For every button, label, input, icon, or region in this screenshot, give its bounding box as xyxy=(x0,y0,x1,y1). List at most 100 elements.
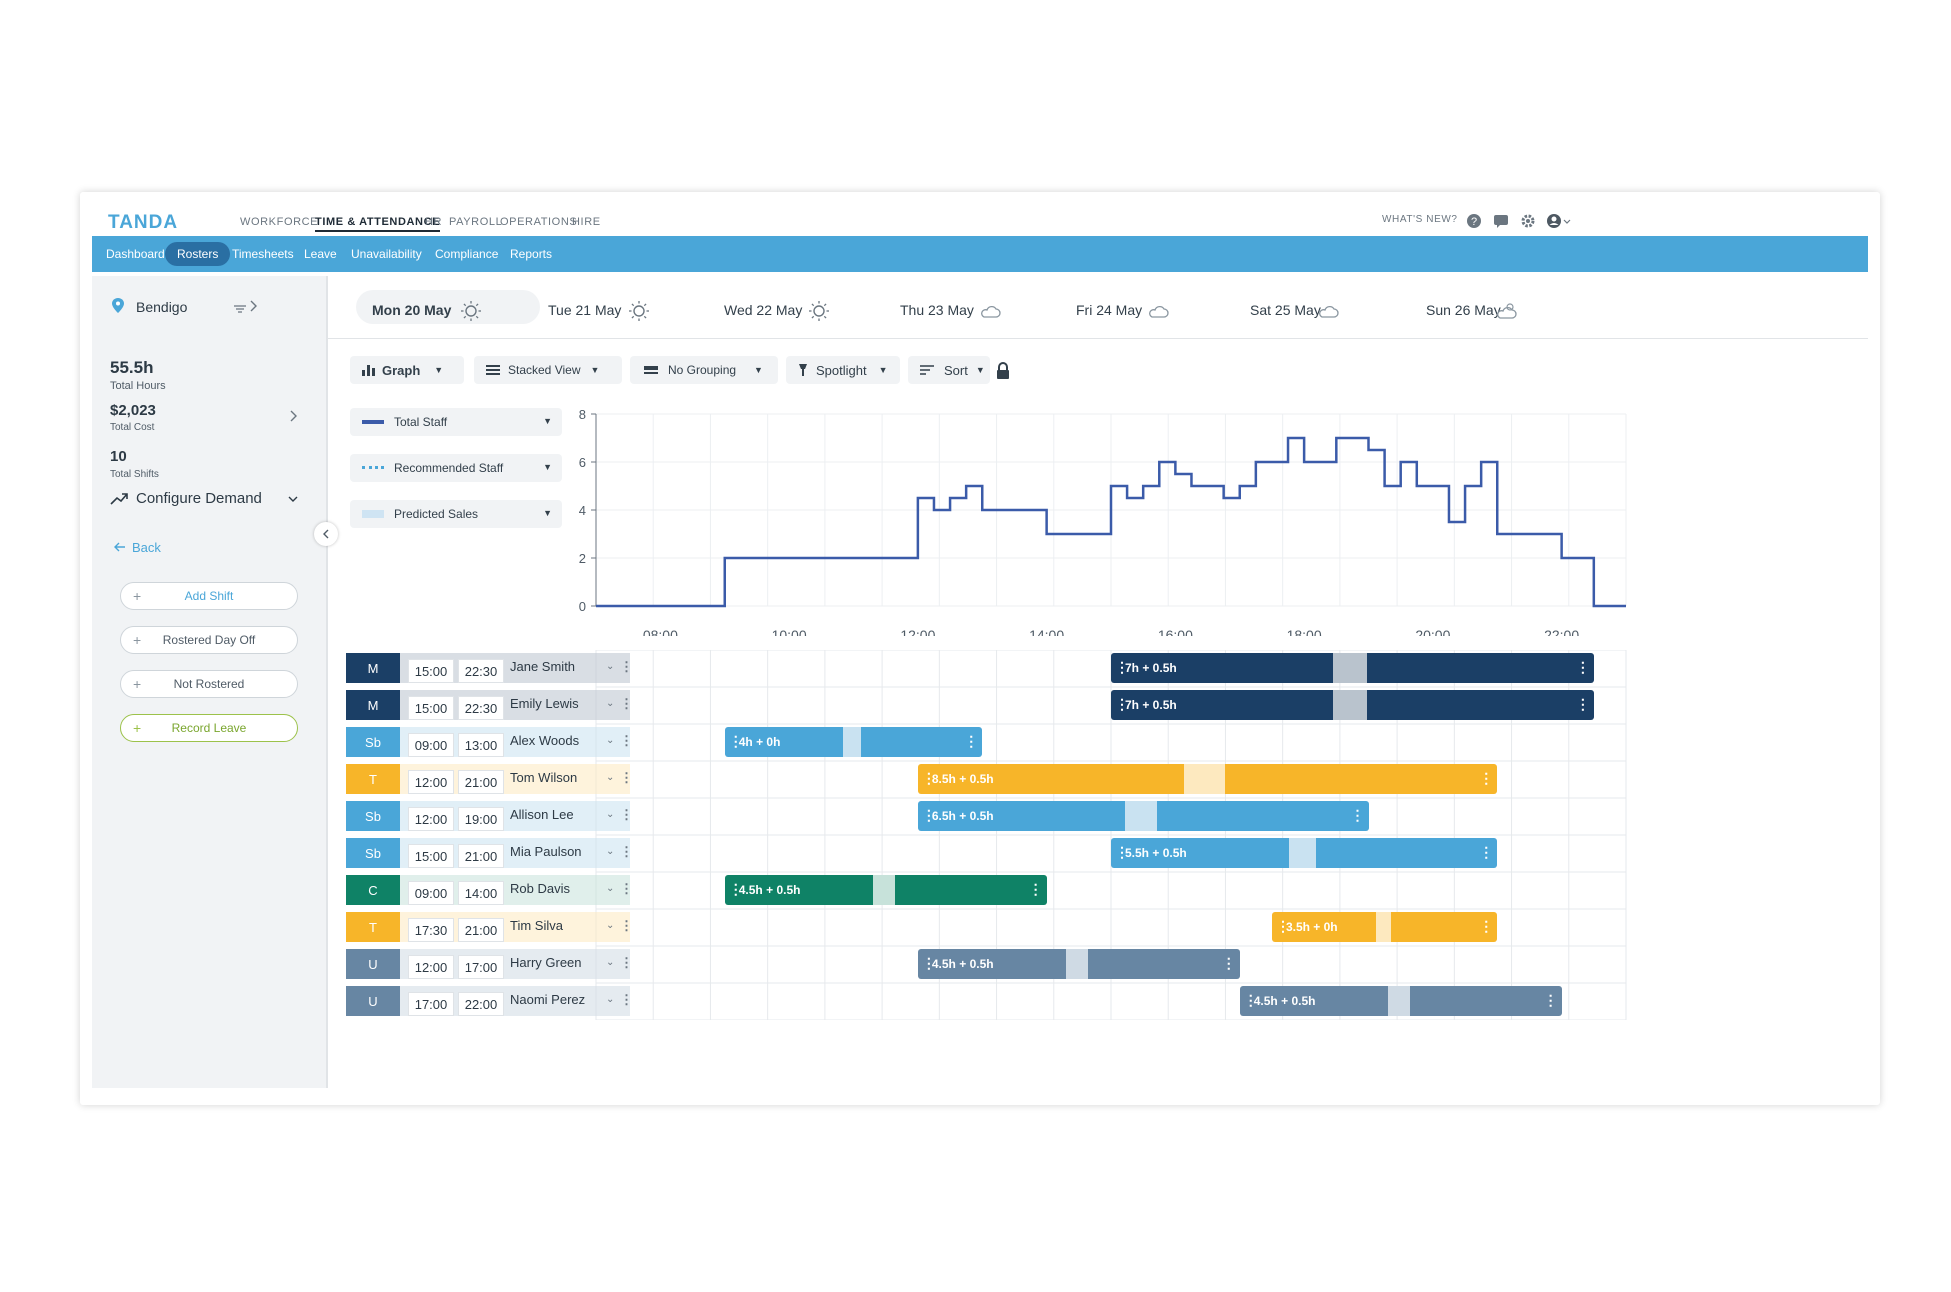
nav-hire[interactable]: HIRE xyxy=(572,216,601,228)
drag-handle-icon[interactable]: ⋮ xyxy=(1575,696,1590,712)
role-badge[interactable]: M xyxy=(346,690,400,720)
staff-name[interactable]: Rob Davis xyxy=(510,881,570,896)
day-tab-2[interactable]: Wed 22 May xyxy=(724,302,803,318)
rostered-day-off-button[interactable]: + Rostered Day Off xyxy=(120,626,298,654)
nav-operations[interactable]: OPERATIONS xyxy=(500,216,578,228)
graph-dropdown[interactable]: Graph ▼ xyxy=(350,356,464,384)
record-leave-button[interactable]: + Record Leave xyxy=(120,714,298,742)
shift-start-time[interactable]: 12:00 xyxy=(408,955,454,979)
legend-recommended-staff[interactable]: Recommended Staff ▼ xyxy=(350,454,562,482)
subnav-unavailability[interactable]: Unavailability xyxy=(351,247,422,261)
back-arrow-icon[interactable] xyxy=(114,542,126,552)
stacked-view-dropdown[interactable]: Stacked View ▼ xyxy=(474,356,622,384)
shift-bar[interactable]: ⋮ 7h + 0.5h ⋮ xyxy=(1111,690,1594,720)
back-link[interactable]: Back xyxy=(132,540,161,555)
nav-workforce[interactable]: WORKFORCE xyxy=(240,216,319,228)
shift-start-time[interactable]: 17:00 xyxy=(408,992,454,1016)
row-more-icon[interactable]: ⋮ xyxy=(620,992,633,1007)
day-tab-3[interactable]: Thu 23 May xyxy=(900,302,974,318)
shift-bar[interactable]: ⋮ 4h + 0h ⋮ xyxy=(724,727,983,757)
day-tab-1[interactable]: Tue 21 May xyxy=(548,302,622,318)
role-badge[interactable]: M xyxy=(346,653,400,683)
shift-bar[interactable]: ⋮ 3.5h + 0h ⋮ xyxy=(1271,912,1498,942)
shift-end-time[interactable]: 13:00 xyxy=(458,733,504,757)
user-icon[interactable] xyxy=(1546,212,1572,230)
tanda-logo[interactable]: TANDA xyxy=(108,212,179,233)
drag-handle-icon[interactable]: ⋮ xyxy=(1479,770,1494,786)
day-tab-0[interactable]: Mon 20 May xyxy=(372,302,452,318)
drag-handle-icon[interactable]: ⋮ xyxy=(1115,659,1129,675)
shift-bar[interactable]: ⋮ 5.5h + 0.5h ⋮ xyxy=(1111,838,1498,868)
role-badge[interactable]: Sb xyxy=(346,727,400,757)
shift-bar[interactable]: ⋮ 4.5h + 0.5h ⋮ xyxy=(724,875,1047,905)
shift-end-time[interactable]: 22:30 xyxy=(458,659,504,683)
shift-bar[interactable]: ⋮ 7h + 0.5h ⋮ xyxy=(1111,653,1594,683)
role-badge[interactable]: T xyxy=(346,912,400,942)
add-shift-button[interactable]: + Add Shift xyxy=(120,582,298,610)
shift-start-time[interactable]: 09:00 xyxy=(408,881,454,905)
row-chevron-icon[interactable]: ⌄ xyxy=(606,772,615,783)
drag-handle-icon[interactable]: ⋮ xyxy=(1575,659,1590,675)
drag-handle-icon[interactable]: ⋮ xyxy=(1479,918,1494,934)
subnav-timesheets[interactable]: Timesheets xyxy=(232,247,294,261)
cost-chevron-icon[interactable] xyxy=(290,410,298,422)
row-chevron-icon[interactable]: ⌄ xyxy=(606,994,615,1005)
staff-name[interactable]: Emily Lewis xyxy=(510,696,579,711)
subnav-rosters[interactable]: Rosters xyxy=(165,242,231,266)
row-more-icon[interactable]: ⋮ xyxy=(620,881,633,896)
drag-handle-icon[interactable]: ⋮ xyxy=(1275,918,1290,934)
shift-bar[interactable]: ⋮ 4.5h + 0.5h ⋮ xyxy=(917,949,1240,979)
staff-name[interactable]: Jane Smith xyxy=(510,659,576,674)
role-badge[interactable]: Sb xyxy=(346,838,400,868)
staff-name[interactable]: Alex Woods xyxy=(510,733,580,748)
nav-hr[interactable]: HR xyxy=(425,216,443,228)
row-more-icon[interactable]: ⋮ xyxy=(620,918,633,933)
shift-start-time[interactable]: 09:00 xyxy=(408,733,454,757)
staff-name[interactable]: Tim Silva xyxy=(510,918,563,933)
subnav-compliance[interactable]: Compliance xyxy=(435,247,499,261)
shift-start-time[interactable]: 15:00 xyxy=(408,696,454,720)
nav-payroll[interactable]: PAYROLL xyxy=(449,216,503,228)
drag-handle-icon[interactable]: ⋮ xyxy=(728,881,743,897)
help-icon[interactable]: ? xyxy=(1465,212,1483,230)
shift-start-time[interactable]: 15:00 xyxy=(408,659,454,683)
drag-handle-icon[interactable]: ⋮ xyxy=(921,955,936,971)
chat-icon[interactable] xyxy=(1492,212,1510,230)
role-badge[interactable]: U xyxy=(346,949,400,979)
row-chevron-icon[interactable]: ⌄ xyxy=(606,661,615,672)
configure-demand-chevron-icon[interactable] xyxy=(288,496,298,504)
grouping-dropdown[interactable]: No Grouping ▼ xyxy=(630,356,778,384)
staff-name[interactable]: Naomi Perez xyxy=(510,992,586,1007)
subnav-reports[interactable]: Reports xyxy=(510,247,553,261)
shift-end-time[interactable]: 14:00 xyxy=(458,881,504,905)
role-badge[interactable]: T xyxy=(346,764,400,794)
row-more-icon[interactable]: ⋮ xyxy=(620,844,633,859)
shift-end-time[interactable]: 21:00 xyxy=(458,770,504,794)
row-chevron-icon[interactable]: ⌄ xyxy=(606,698,615,709)
row-more-icon[interactable]: ⋮ xyxy=(620,807,633,822)
drag-handle-icon[interactable]: ⋮ xyxy=(1243,992,1258,1008)
whats-new-link[interactable]: WHAT'S NEW? xyxy=(1382,214,1458,225)
location-name[interactable]: Bendigo xyxy=(136,299,188,315)
shift-end-time[interactable]: 17:00 xyxy=(458,955,504,979)
sort-dropdown[interactable]: Sort ▼ xyxy=(908,356,990,384)
configure-demand-button[interactable]: Configure Demand xyxy=(136,490,262,507)
row-more-icon[interactable]: ⋮ xyxy=(620,659,633,674)
staff-name[interactable]: Mia Paulson xyxy=(510,844,582,859)
drag-handle-icon[interactable]: ⋮ xyxy=(1350,807,1365,823)
row-more-icon[interactable]: ⋮ xyxy=(620,733,633,748)
row-chevron-icon[interactable]: ⌄ xyxy=(606,809,615,820)
shift-start-time[interactable]: 15:00 xyxy=(408,844,454,868)
drag-handle-icon[interactable]: ⋮ xyxy=(1479,844,1494,860)
spotlight-dropdown[interactable]: Spotlight ▼ xyxy=(786,356,900,384)
shift-end-time[interactable]: 22:30 xyxy=(458,696,504,720)
legend-total-staff[interactable]: Total Staff ▼ xyxy=(350,408,562,436)
staff-name[interactable]: Tom Wilson xyxy=(510,770,578,785)
staff-name[interactable]: Harry Green xyxy=(510,955,582,970)
drag-handle-icon[interactable]: ⋮ xyxy=(921,807,936,823)
day-tab-4[interactable]: Fri 24 May xyxy=(1076,302,1143,318)
drag-handle-icon[interactable]: ⋮ xyxy=(921,770,936,786)
drag-handle-icon[interactable]: ⋮ xyxy=(1028,881,1043,897)
row-more-icon[interactable]: ⋮ xyxy=(620,955,633,970)
role-badge[interactable]: U xyxy=(346,986,400,1016)
